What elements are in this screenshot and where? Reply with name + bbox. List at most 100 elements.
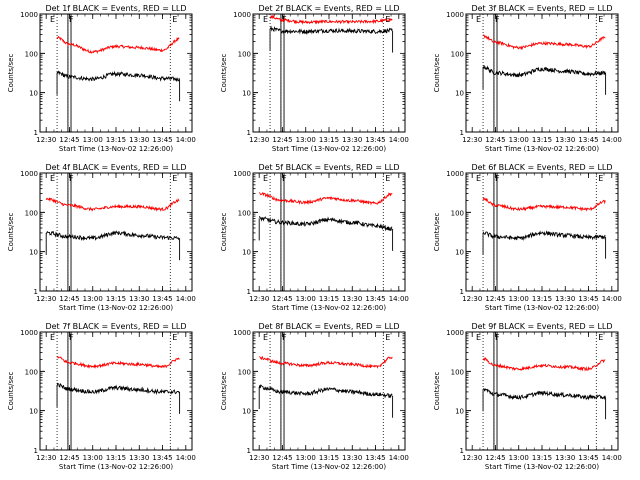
panel-title: Det 5f BLACK = Events, RED = LLD — [258, 163, 399, 172]
y-axis-label: Counts/sec — [220, 54, 228, 93]
flag-annotation: E — [385, 333, 390, 342]
events-series-line — [258, 384, 393, 399]
x-tick-label: 12:30 — [36, 454, 56, 462]
flag-annotation: F — [495, 333, 500, 342]
y-tick-label: 1000 — [20, 170, 38, 178]
y-tick-label: 10 — [455, 249, 464, 257]
flag-annotation: F — [69, 15, 74, 24]
x-tick-label: 13:45 — [152, 454, 172, 462]
x-axis-label: Start Time (13-Nov-02 12:26:00) — [59, 145, 173, 153]
x-tick-label: 12:45 — [272, 295, 292, 303]
x-tick-label: 14:00 — [176, 454, 196, 462]
detector-panel: Det 4f BLACK = Events, RED = LLD 1 10 100 10… — [7, 163, 196, 312]
x-tick-label: 13:45 — [365, 295, 385, 303]
x-tick-label: 13:00 — [509, 136, 529, 144]
plot-frame — [39, 331, 193, 451]
y-tick-label: 10 — [455, 408, 464, 416]
x-tick-label: 13:15 — [106, 295, 126, 303]
y-tick-label: 100 — [451, 50, 464, 58]
x-tick-label: 14:00 — [389, 454, 409, 462]
x-tick-label: 13:00 — [509, 295, 529, 303]
plot-frame — [252, 172, 406, 292]
x-tick-label: 13:00 — [296, 136, 316, 144]
x-tick-label: 13:00 — [83, 136, 103, 144]
y-tick-label: 100 — [25, 209, 38, 217]
x-tick-label: 13:15 — [532, 454, 552, 462]
x-tick-label: 13:45 — [365, 136, 385, 144]
panel-title: Det 7f BLACK = Events, RED = LLD — [45, 322, 186, 331]
panel-title: Det 9f BLACK = Events, RED = LLD — [471, 322, 612, 331]
x-tick-label: 14:00 — [176, 295, 196, 303]
y-tick-label: 1000 — [233, 11, 251, 19]
y-tick-label: 1 — [460, 288, 464, 296]
flag-annotation: F — [282, 174, 287, 183]
x-tick-label: 13:30 — [129, 295, 149, 303]
x-tick-label: 12:45 — [485, 454, 505, 462]
x-tick-label: 13:00 — [296, 454, 316, 462]
x-axis-label: Start Time (13-Nov-02 12:26:00) — [485, 304, 599, 312]
detector-panel: Det 8f BLACK = Events, RED = LLD 1 10 100 10… — [220, 322, 409, 471]
x-tick-label: 12:30 — [249, 136, 269, 144]
flag-annotation: E — [50, 15, 55, 24]
flag-annotation: E — [476, 333, 481, 342]
y-tick-label: 100 — [238, 209, 251, 217]
x-tick-label: 13:15 — [532, 136, 552, 144]
y-tick-label: 10 — [29, 90, 38, 98]
y-tick-label: 1000 — [446, 11, 464, 19]
events-series-line — [45, 230, 180, 242]
lld-series-line — [56, 356, 180, 370]
y-tick-label: 100 — [25, 368, 38, 376]
x-tick-label: 14:00 — [602, 136, 622, 144]
x-tick-label: 13:45 — [578, 454, 598, 462]
x-tick-label: 12:30 — [462, 136, 482, 144]
lld-series-line — [483, 34, 606, 51]
flag-annotation: F — [282, 333, 287, 342]
detector-panel: Det 2f BLACK = Events, RED = LLD 1 10 100 10… — [220, 4, 409, 153]
flag-annotation: E — [476, 15, 481, 24]
x-tick-label: 12:30 — [36, 295, 56, 303]
x-tick-label: 12:30 — [462, 295, 482, 303]
flag-annotation: E — [385, 174, 390, 183]
y-axis-label: Counts/sec — [7, 372, 15, 411]
flag-annotation: E — [598, 15, 603, 24]
y-tick-label: 1000 — [446, 170, 464, 178]
detector-panel: Det 1f BLACK = Events, RED = LLD 1 10 100 10… — [7, 4, 196, 153]
x-tick-label: 12:30 — [249, 295, 269, 303]
y-axis-label: Counts/sec — [220, 372, 228, 411]
events-series-line — [56, 382, 180, 396]
flag-annotation: E — [263, 174, 268, 183]
y-tick-label: 1 — [34, 447, 38, 455]
lld-series-line — [482, 357, 606, 372]
y-axis-label: Counts/sec — [433, 213, 441, 252]
flag-annotation: E — [263, 333, 268, 342]
flag-annotation: E — [598, 333, 603, 342]
x-tick-label: 12:45 — [272, 454, 292, 462]
x-tick-label: 13:30 — [555, 295, 575, 303]
x-tick-label: 12:45 — [59, 295, 79, 303]
x-tick-label: 13:45 — [152, 295, 172, 303]
y-tick-label: 1000 — [20, 11, 38, 19]
flag-annotation: E — [476, 174, 481, 183]
events-series-line — [56, 70, 180, 83]
lld-series-line — [269, 14, 393, 25]
y-tick-label: 1 — [247, 447, 251, 455]
x-tick-label: 12:45 — [272, 136, 292, 144]
x-tick-label: 12:30 — [462, 454, 482, 462]
x-tick-label: 13:15 — [319, 295, 339, 303]
x-tick-label: 12:30 — [249, 454, 269, 462]
x-tick-label: 13:00 — [509, 454, 529, 462]
x-tick-label: 14:00 — [389, 136, 409, 144]
x-tick-label: 13:30 — [342, 136, 362, 144]
x-tick-label: 13:15 — [106, 136, 126, 144]
panel-title: Det 1f BLACK = Events, RED = LLD — [45, 4, 186, 13]
panel-title: Det 2f BLACK = Events, RED = LLD — [258, 4, 399, 13]
x-tick-label: 13:15 — [319, 454, 339, 462]
x-tick-label: 14:00 — [602, 295, 622, 303]
x-tick-label: 13:30 — [129, 136, 149, 144]
x-tick-label: 12:45 — [485, 136, 505, 144]
y-tick-label: 10 — [455, 90, 464, 98]
y-tick-label: 10 — [242, 408, 251, 416]
x-tick-label: 13:30 — [555, 136, 575, 144]
x-tick-label: 13:00 — [83, 454, 103, 462]
y-tick-label: 100 — [451, 209, 464, 217]
